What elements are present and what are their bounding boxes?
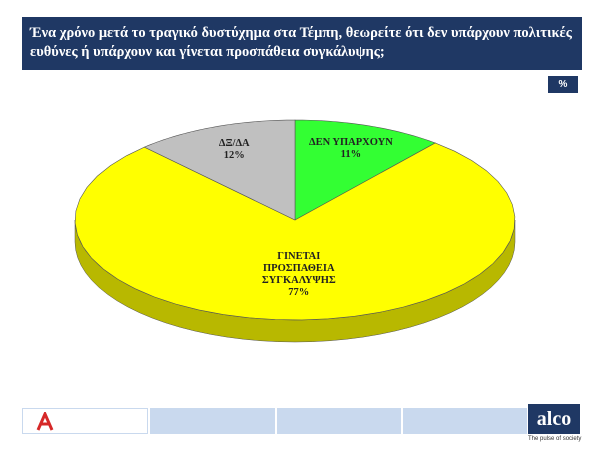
value-label: 77% (288, 286, 310, 298)
slice-label: ΓΙΝΕΤΑΙ ΠΡΟΣΠΑΘΕΙΑ ΣΥΓΚΑΛΥΨΗΣ (261, 250, 336, 286)
slice (294, 119, 436, 221)
brand: alco (528, 404, 580, 434)
tagline: The pulse of society (528, 436, 582, 442)
slice (74, 142, 516, 321)
slice-label: ΔΞ/ΔΑ (218, 138, 250, 150)
slice (143, 119, 296, 221)
footer-bar (22, 408, 527, 434)
logo (36, 412, 54, 431)
value-label: 12% (223, 150, 245, 162)
slice-label: ΔΕΝ ΥΠΑΡΧΟΥΝ (308, 137, 393, 149)
chart-title: Ένα χρόνο μετά το τραγικό δυστύχημα στα … (22, 17, 582, 70)
unit-label: % (548, 76, 578, 93)
value-label: 11% (340, 149, 362, 161)
